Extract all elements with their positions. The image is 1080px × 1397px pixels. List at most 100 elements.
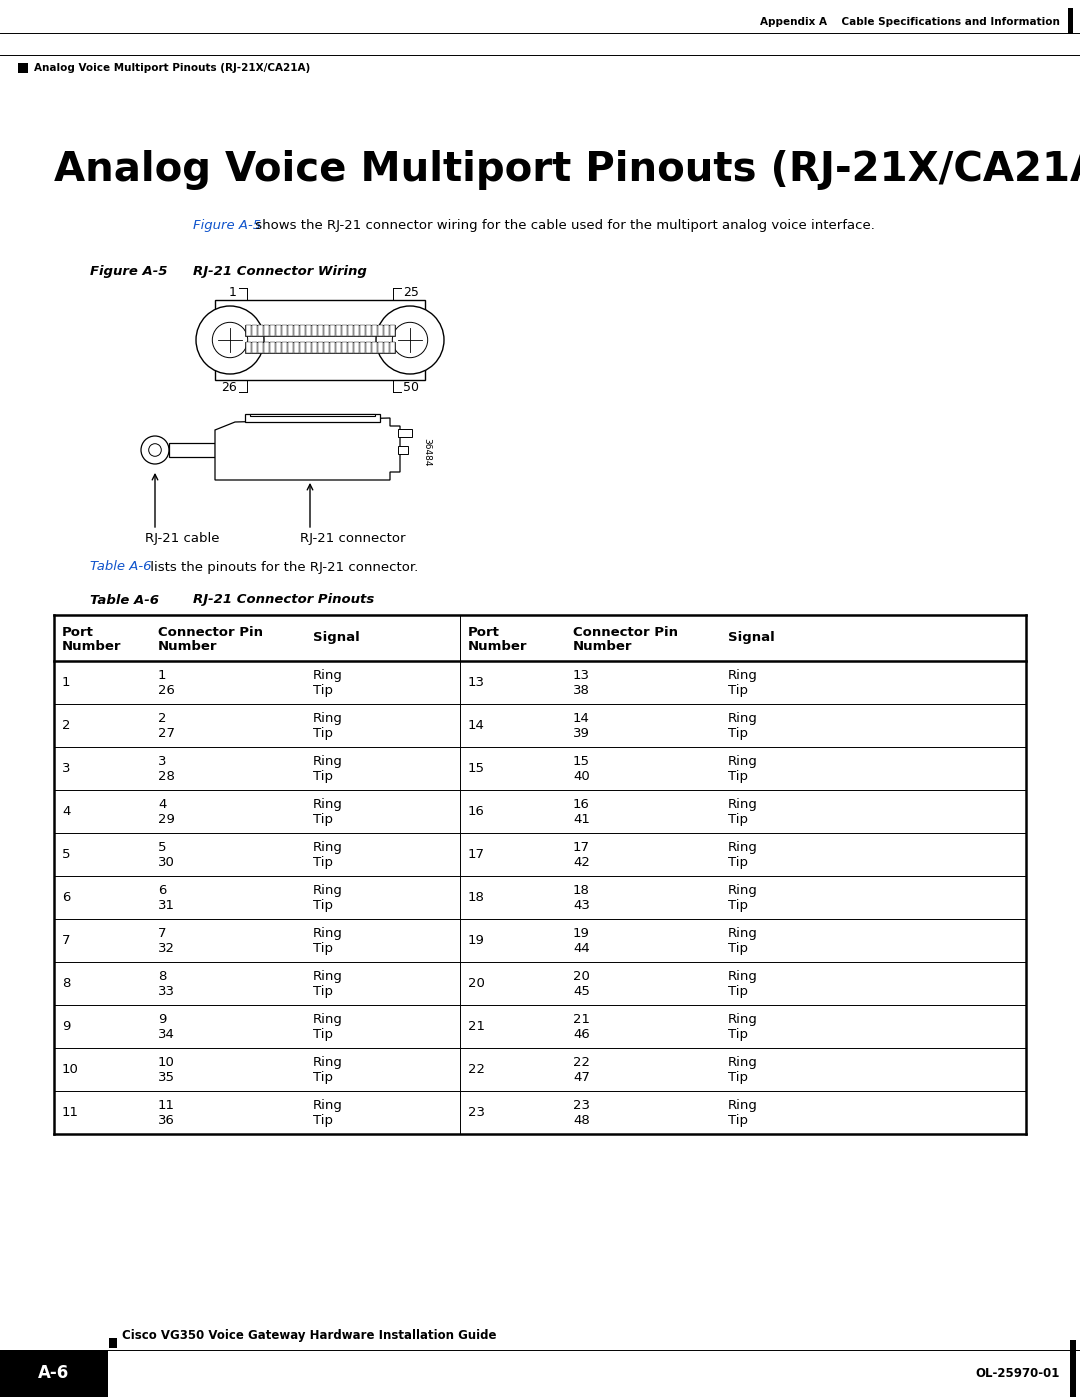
Text: Ring: Ring	[728, 970, 758, 983]
Text: 22: 22	[573, 1056, 590, 1069]
Text: 10: 10	[158, 1056, 175, 1069]
Text: 6: 6	[62, 891, 70, 904]
Text: Tip: Tip	[313, 685, 333, 697]
Text: 31: 31	[158, 900, 175, 912]
Text: Ring: Ring	[313, 754, 342, 768]
Text: 7: 7	[62, 935, 70, 947]
Text: 36484: 36484	[422, 439, 431, 467]
Text: Tip: Tip	[313, 813, 333, 826]
Text: Ring: Ring	[313, 712, 342, 725]
Bar	[318, 342, 323, 353]
Bar	[264, 326, 269, 337]
Text: Cisco VG350 Voice Gateway Hardware Installation Guide: Cisco VG350 Voice Gateway Hardware Insta…	[122, 1329, 497, 1343]
Text: 1: 1	[229, 286, 237, 299]
Text: Ring: Ring	[728, 1013, 758, 1025]
Bar	[287, 326, 293, 337]
Bar	[341, 326, 347, 337]
Text: RJ-21 cable: RJ-21 cable	[145, 532, 219, 545]
Text: 42: 42	[573, 856, 590, 869]
Bar	[348, 342, 352, 353]
Bar	[282, 326, 286, 337]
Bar	[360, 326, 365, 337]
Text: 41: 41	[573, 813, 590, 826]
Bar	[329, 342, 335, 353]
Bar	[372, 326, 377, 337]
Bar	[245, 414, 380, 422]
Bar	[299, 326, 305, 337]
Text: Tip: Tip	[728, 1071, 748, 1084]
Text: Number: Number	[468, 640, 527, 652]
Bar	[399, 429, 411, 437]
Text: 46: 46	[573, 1028, 590, 1041]
Bar	[324, 326, 328, 337]
Text: Ring: Ring	[313, 669, 342, 682]
Text: 23: 23	[468, 1106, 485, 1119]
Text: Tip: Tip	[313, 1028, 333, 1041]
Circle shape	[195, 306, 264, 374]
Text: Connector Pin: Connector Pin	[573, 626, 678, 638]
Text: 8: 8	[158, 970, 166, 983]
Bar	[353, 326, 359, 337]
Text: 17: 17	[468, 848, 485, 861]
Text: 36: 36	[158, 1113, 175, 1127]
Text: shows the RJ-21 connector wiring for the cable used for the multiport analog voi: shows the RJ-21 connector wiring for the…	[251, 218, 875, 232]
Text: 6: 6	[158, 884, 166, 897]
Text: 20: 20	[573, 970, 590, 983]
Text: 4: 4	[62, 805, 70, 819]
Text: Figure A-5: Figure A-5	[193, 218, 261, 232]
Bar	[383, 326, 389, 337]
Text: Tip: Tip	[313, 985, 333, 997]
Bar	[249, 414, 375, 416]
Text: 23: 23	[573, 1099, 590, 1112]
Text: Tip: Tip	[728, 1113, 748, 1127]
Text: Appendix A    Cable Specifications and Information: Appendix A Cable Specifications and Info…	[760, 17, 1059, 27]
Text: Tip: Tip	[728, 813, 748, 826]
Text: 26: 26	[221, 381, 237, 394]
Bar	[270, 342, 274, 353]
Text: 1: 1	[158, 669, 166, 682]
Bar	[270, 326, 274, 337]
Text: 32: 32	[158, 942, 175, 956]
Bar	[341, 342, 347, 353]
Text: 39: 39	[573, 726, 590, 740]
Text: 2: 2	[158, 712, 166, 725]
Text: A-6: A-6	[39, 1365, 69, 1383]
Bar	[318, 326, 323, 337]
Text: 18: 18	[468, 891, 485, 904]
Text: 19: 19	[573, 928, 590, 940]
Text: 17: 17	[573, 841, 590, 854]
Text: Tip: Tip	[728, 726, 748, 740]
Text: 3: 3	[62, 761, 70, 775]
Bar	[399, 446, 408, 454]
Bar	[245, 342, 251, 353]
Bar	[306, 342, 311, 353]
Text: Number: Number	[62, 640, 121, 652]
Text: 10: 10	[62, 1063, 79, 1076]
Text: 18: 18	[573, 884, 590, 897]
Text: 16: 16	[468, 805, 485, 819]
Text: Tip: Tip	[313, 1071, 333, 1084]
Text: Tip: Tip	[728, 942, 748, 956]
Bar	[275, 342, 281, 353]
Text: 44: 44	[573, 942, 590, 956]
Text: lists the pinouts for the RJ-21 connector.: lists the pinouts for the RJ-21 connecto…	[146, 560, 418, 574]
Text: 43: 43	[573, 900, 590, 912]
Text: Signal: Signal	[728, 631, 774, 644]
Bar	[245, 326, 395, 337]
Circle shape	[392, 323, 428, 358]
Bar	[252, 342, 257, 353]
Circle shape	[213, 323, 247, 358]
Bar	[360, 342, 365, 353]
Bar	[245, 342, 395, 353]
Text: Ring: Ring	[728, 669, 758, 682]
Text: Analog Voice Multiport Pinouts (RJ-21X/CA21A): Analog Voice Multiport Pinouts (RJ-21X/C…	[33, 63, 310, 73]
Text: Tip: Tip	[728, 856, 748, 869]
Text: Tip: Tip	[313, 856, 333, 869]
Text: Ring: Ring	[313, 928, 342, 940]
Text: Tip: Tip	[728, 1028, 748, 1041]
Bar	[336, 326, 340, 337]
Bar	[324, 342, 328, 353]
Text: Ring: Ring	[728, 798, 758, 812]
Text: Tip: Tip	[313, 900, 333, 912]
Text: Connector Pin: Connector Pin	[158, 626, 264, 638]
